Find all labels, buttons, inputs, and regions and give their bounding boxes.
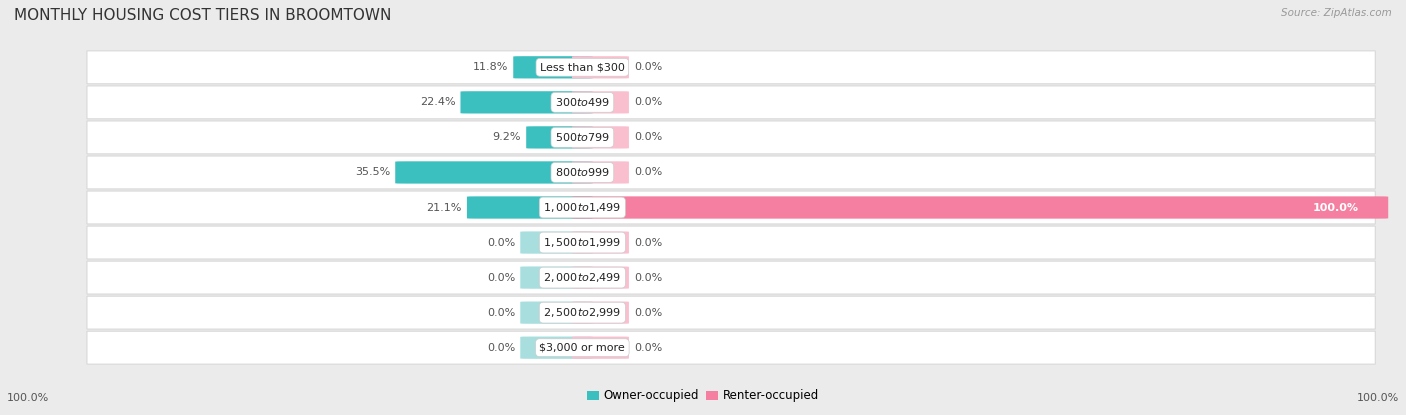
FancyBboxPatch shape bbox=[572, 56, 628, 78]
FancyBboxPatch shape bbox=[572, 196, 1388, 219]
Text: 100.0%: 100.0% bbox=[1312, 203, 1358, 212]
FancyBboxPatch shape bbox=[87, 226, 1375, 259]
Text: 0.0%: 0.0% bbox=[634, 168, 662, 178]
Text: $2,000 to $2,499: $2,000 to $2,499 bbox=[543, 271, 621, 284]
Text: 0.0%: 0.0% bbox=[634, 62, 662, 72]
FancyBboxPatch shape bbox=[572, 126, 628, 149]
Text: 11.8%: 11.8% bbox=[472, 62, 508, 72]
Text: Less than $300: Less than $300 bbox=[540, 62, 624, 72]
FancyBboxPatch shape bbox=[395, 161, 593, 183]
Text: $800 to $999: $800 to $999 bbox=[555, 166, 610, 178]
FancyBboxPatch shape bbox=[87, 156, 1375, 189]
FancyBboxPatch shape bbox=[460, 91, 593, 114]
FancyBboxPatch shape bbox=[572, 232, 628, 254]
Text: $1,500 to $1,999: $1,500 to $1,999 bbox=[543, 236, 621, 249]
FancyBboxPatch shape bbox=[572, 301, 628, 324]
FancyBboxPatch shape bbox=[87, 261, 1375, 294]
Text: $500 to $799: $500 to $799 bbox=[555, 132, 610, 144]
FancyBboxPatch shape bbox=[87, 296, 1375, 329]
FancyBboxPatch shape bbox=[520, 266, 593, 289]
Text: 0.0%: 0.0% bbox=[486, 343, 515, 353]
FancyBboxPatch shape bbox=[520, 301, 593, 324]
Text: MONTHLY HOUSING COST TIERS IN BROOMTOWN: MONTHLY HOUSING COST TIERS IN BROOMTOWN bbox=[14, 8, 391, 23]
FancyBboxPatch shape bbox=[87, 191, 1375, 224]
Text: $300 to $499: $300 to $499 bbox=[555, 96, 610, 108]
FancyBboxPatch shape bbox=[572, 91, 628, 114]
FancyBboxPatch shape bbox=[513, 56, 593, 78]
FancyBboxPatch shape bbox=[87, 86, 1375, 119]
FancyBboxPatch shape bbox=[526, 126, 593, 149]
FancyBboxPatch shape bbox=[520, 337, 593, 359]
Text: 0.0%: 0.0% bbox=[634, 132, 662, 142]
FancyBboxPatch shape bbox=[572, 161, 628, 183]
Text: 0.0%: 0.0% bbox=[634, 273, 662, 283]
Text: 0.0%: 0.0% bbox=[486, 308, 515, 317]
Text: $1,000 to $1,499: $1,000 to $1,499 bbox=[543, 201, 621, 214]
Legend: Owner-occupied, Renter-occupied: Owner-occupied, Renter-occupied bbox=[582, 385, 824, 407]
FancyBboxPatch shape bbox=[87, 121, 1375, 154]
Text: 22.4%: 22.4% bbox=[419, 98, 456, 107]
Text: Source: ZipAtlas.com: Source: ZipAtlas.com bbox=[1281, 8, 1392, 18]
Text: 21.1%: 21.1% bbox=[426, 203, 461, 212]
FancyBboxPatch shape bbox=[572, 266, 628, 289]
Text: $2,500 to $2,999: $2,500 to $2,999 bbox=[543, 306, 621, 319]
Text: 9.2%: 9.2% bbox=[492, 132, 522, 142]
FancyBboxPatch shape bbox=[467, 196, 593, 219]
Text: 0.0%: 0.0% bbox=[634, 343, 662, 353]
Text: 100.0%: 100.0% bbox=[7, 393, 49, 403]
Text: 0.0%: 0.0% bbox=[634, 308, 662, 317]
Text: 0.0%: 0.0% bbox=[486, 273, 515, 283]
Text: 0.0%: 0.0% bbox=[486, 237, 515, 247]
FancyBboxPatch shape bbox=[520, 232, 593, 254]
Text: 100.0%: 100.0% bbox=[1357, 393, 1399, 403]
Text: 0.0%: 0.0% bbox=[634, 237, 662, 247]
FancyBboxPatch shape bbox=[87, 331, 1375, 364]
Text: $3,000 or more: $3,000 or more bbox=[540, 343, 626, 353]
FancyBboxPatch shape bbox=[572, 337, 628, 359]
Text: 0.0%: 0.0% bbox=[634, 98, 662, 107]
Text: 35.5%: 35.5% bbox=[354, 168, 389, 178]
FancyBboxPatch shape bbox=[87, 51, 1375, 84]
